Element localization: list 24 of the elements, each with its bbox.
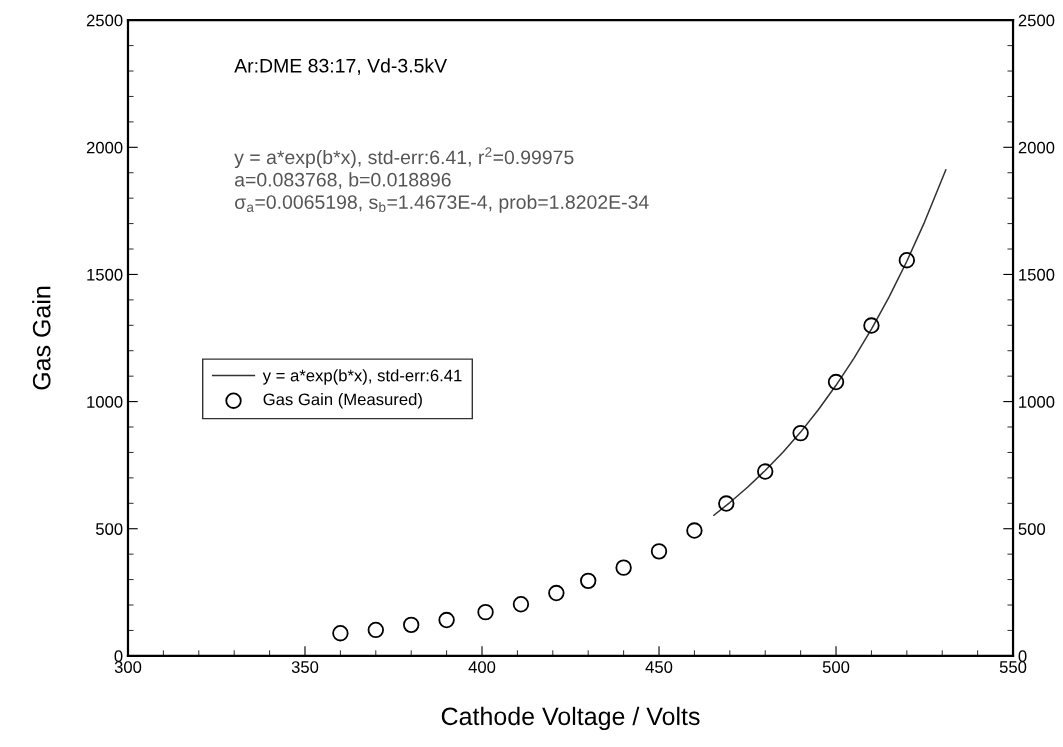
x-tick-label: 350 — [291, 661, 319, 673]
annotation: Ar:DME 83:17, Vd-3.5kV — [234, 58, 448, 75]
y-tick-label: 2500 — [86, 14, 123, 27]
y-tick-label: 2000 — [86, 141, 123, 154]
x-tick-label: 300 — [114, 661, 142, 673]
y-axis-title: Gas Gain — [32, 286, 51, 390]
x-tick-label: 550 — [999, 661, 1027, 673]
y-tick-label: 500 — [95, 523, 123, 535]
y-tick-label: 0 — [114, 650, 123, 663]
x-tick-label: 500 — [822, 661, 850, 673]
y-tick-label: 1500 — [87, 268, 123, 281]
y-tick-label: 1000 — [87, 395, 123, 408]
y2-tick-label: 2500 — [1018, 14, 1055, 27]
legend-label: Gas Gain (Measured) — [263, 393, 422, 409]
y2-tick-label: 500 — [1018, 523, 1046, 535]
x-tick-label: 400 — [468, 661, 496, 673]
y2-tick-label: 0 — [1018, 650, 1027, 663]
y2-tick-label: 1000 — [1019, 395, 1055, 408]
text: y = a*exp(b*x), std-err:6.41, r$^{2}$=0.99975 a=0.083768, b=0.018896 σ$_{a}$=0.0065198, s$_{b}$=1.4673E-4, prob=1.8202E-34 — [234, 147, 649, 213]
legend-label: y = a*exp(b*x), std-err:6.41 — [262, 369, 462, 385]
x-axis-title: Cathode Voltage / Volts — [441, 706, 700, 731]
y2-tick-label: 2000 — [1018, 141, 1055, 154]
y2-tick-label: 1500 — [1019, 268, 1055, 281]
x-tick-label: 450 — [645, 661, 673, 673]
